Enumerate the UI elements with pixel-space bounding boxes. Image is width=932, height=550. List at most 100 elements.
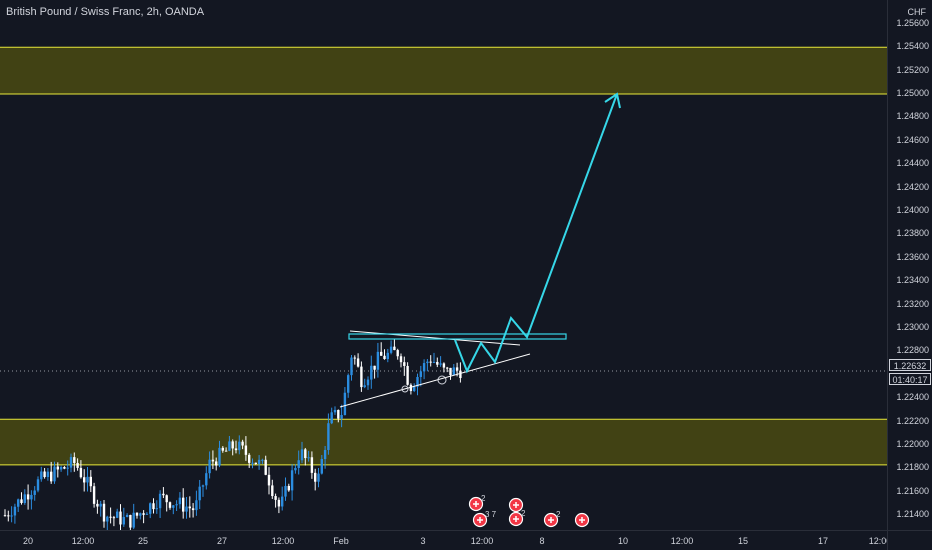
price-tick-label: 1.21800 [896,462,929,473]
candle-body [330,412,333,424]
time-tick-label: 27 [216,536,228,546]
price-tick-label: 1.22400 [896,392,929,403]
candle-body [119,511,122,525]
candle-body [416,376,419,387]
candle-body [459,370,462,379]
time-tick-label: 12:00 [670,536,694,546]
candle-body [432,361,436,363]
candle-body [36,479,40,491]
candle-body [251,462,254,464]
time-tick-label: 12:00 [470,536,494,546]
candle-body [76,462,79,468]
projection-arrowhead [604,92,621,109]
candle-body [218,447,221,466]
candle-body [426,361,429,364]
candle-body [436,361,439,365]
candle-body [399,356,403,363]
candle-body [73,457,76,463]
candle-body [7,515,10,517]
candle-body [106,516,109,522]
axis-corner [887,530,932,550]
current-price-tag: 1.22632 [889,359,931,371]
bar-countdown-tag: 01:40:17 [889,373,931,385]
candle-body [92,486,96,504]
candle-body [30,494,33,500]
candle-body [406,365,409,385]
candle-body [158,493,162,509]
candle-body [208,459,211,474]
touch-point-marker [437,375,447,385]
resistance-zone [0,47,887,94]
candle-body [449,367,452,376]
candle-body [422,363,426,372]
price-tick-label: 1.22800 [896,345,929,356]
candle-body [241,441,244,446]
time-tick-label: 12:00 [868,536,892,546]
candle-body [327,423,330,450]
candle-body [419,371,422,377]
candle-body [59,467,63,470]
candle-body [162,493,165,496]
candle-body [69,457,73,468]
candle-body [109,516,112,518]
candle-body [238,441,241,451]
chart-area[interactable]: British Pound / Swiss Franc, 2h, OANDA 2… [0,0,887,530]
price-unit-label: CHF [907,7,927,17]
candle-body [40,471,43,480]
candle-body [205,473,208,486]
candle-body [446,367,449,369]
candle-body [304,449,307,459]
candle-body [172,505,175,508]
candle-body [290,470,294,491]
candle-body [10,515,13,517]
candle-body [350,357,353,376]
candle-body [383,355,386,360]
candle-body [317,473,320,482]
candle-body [145,513,149,515]
candle-body [86,476,89,483]
candle-body [198,486,201,501]
candle-body [129,514,132,528]
time-axis[interactable]: 20 12:00 25 27 12:00 Feb 3 12:00 8 10 12:00 15 17 12:… [0,530,891,550]
chart-canvas[interactable]: 2 3 7 2 2 [0,0,887,530]
candle-body [165,495,168,503]
time-tick-label: 15 [737,536,749,546]
candle-body [102,503,106,522]
candle-body [314,472,317,482]
time-tick-label: 10 [617,536,629,546]
price-tick-label: 1.25200 [896,64,929,75]
candle-body [360,366,363,388]
candle-body [267,474,271,486]
candle-body [215,461,218,466]
price-axis[interactable]: CHF 1.25600 1.25400 1.25200 1.25000 1.24800 1… [887,0,932,530]
candle-body [89,476,92,487]
candle-body [125,514,129,517]
candle-body [185,506,188,512]
price-tick-label: 1.25000 [896,88,929,98]
time-tick-label: 20 [22,536,34,546]
time-tick-label: 12:00 [271,536,295,546]
price-tick-label: 1.22000 [896,439,929,449]
projection-path [454,93,618,374]
candle-body [195,500,198,511]
price-tick-label: 1.23600 [896,251,929,262]
time-tick-label: 17 [817,536,829,546]
candle-body [228,441,231,451]
candle-body [264,459,267,475]
candle-body [356,358,360,367]
candle-body [53,466,56,482]
time-tick-label: 3 [420,536,426,546]
candle-body [274,496,277,500]
event-count-label: 3 7 [485,510,497,519]
candle-body [122,516,125,525]
price-tick-label: 1.25600 [896,17,929,28]
price-tick-label: 1.24200 [896,181,929,192]
candle-body [79,467,83,478]
candle-body [112,517,116,519]
price-tick-label: 1.23200 [896,298,929,309]
price-tick-label: 1.25400 [896,41,929,52]
candle-body [132,512,135,528]
candle-body [347,375,350,393]
touch-point-marker [401,385,409,393]
candle-body [413,386,416,392]
